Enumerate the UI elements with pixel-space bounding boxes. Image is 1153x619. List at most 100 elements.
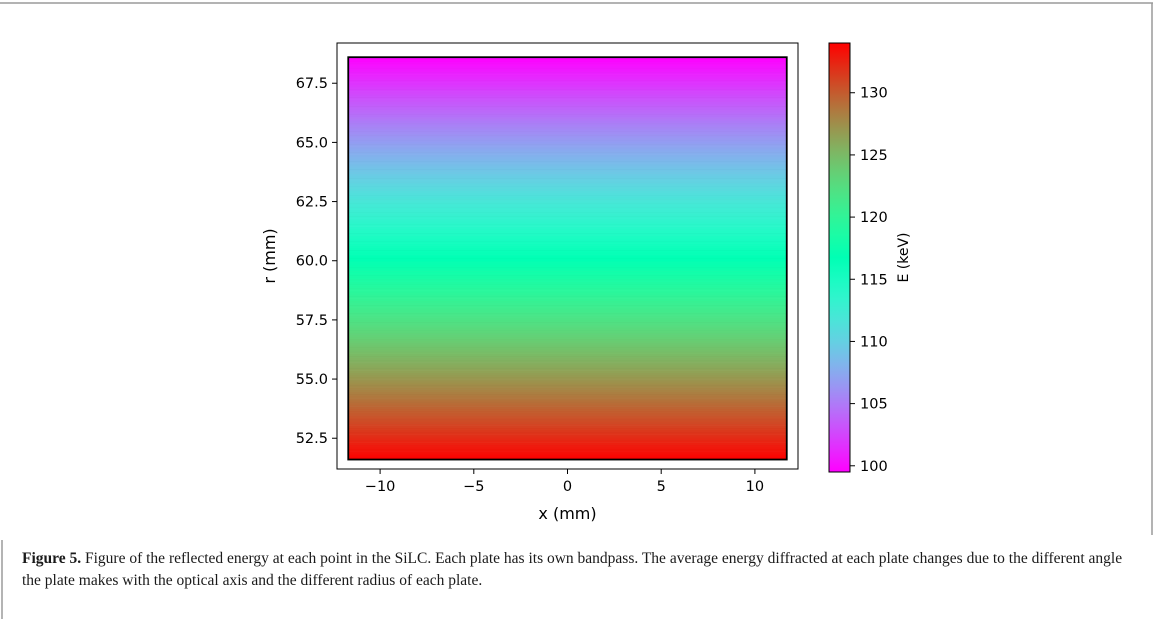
heatmap-strip xyxy=(348,258,787,261)
heatmap-strip xyxy=(348,137,787,141)
heatmap-strip xyxy=(348,300,787,304)
heatmap-strip xyxy=(348,224,787,227)
heatmap-strip xyxy=(348,376,787,380)
heatmap-strip xyxy=(348,232,787,236)
heatmap-strip xyxy=(348,101,787,105)
heatmap-strip xyxy=(348,340,787,344)
heatmap-strip xyxy=(348,188,787,191)
heatmap-strip xyxy=(348,317,787,321)
heatmap-strip xyxy=(348,135,787,138)
heatmap-strip xyxy=(348,177,787,181)
heatmap-strip xyxy=(348,357,787,361)
heatmap-strip xyxy=(348,95,787,98)
heatmap-strip xyxy=(348,120,787,124)
heatmap-strip xyxy=(348,419,787,422)
heatmap-strip xyxy=(348,99,787,102)
heatmap-strip xyxy=(348,374,787,378)
heatmap-strip xyxy=(348,455,787,458)
heatmap-strip xyxy=(348,383,787,386)
heatmap-strip xyxy=(348,427,787,431)
heatmap-strip xyxy=(348,324,787,327)
heatmap-strip xyxy=(348,241,787,244)
heatmap-strip xyxy=(348,186,787,189)
heatmap-strip xyxy=(348,442,787,446)
heatmap-strip xyxy=(348,160,787,164)
y-axis: 52.5 55.0 57.5 60.0 62.5 65.0 67.5 xyxy=(296,76,337,447)
heatmap-strip xyxy=(348,304,787,308)
heatmap-strip xyxy=(348,112,787,115)
heatmap-strip xyxy=(348,86,787,90)
heatmap-strip xyxy=(348,298,787,302)
heatmap-strip xyxy=(348,313,787,316)
heatmap-strip xyxy=(348,294,787,297)
heatmap-strip xyxy=(348,211,787,215)
colorbar-tick-label: 110 xyxy=(860,334,888,350)
heatmap-strip xyxy=(348,309,787,312)
heatmap-strip xyxy=(348,277,787,280)
heatmap-strip xyxy=(348,260,787,263)
heatmap-strip xyxy=(348,173,787,177)
heatmap-strip xyxy=(348,196,787,200)
heatmap-strip xyxy=(348,328,787,331)
heatmap-strip xyxy=(348,175,787,179)
heatmap-strip xyxy=(348,139,787,143)
heatmap-strip xyxy=(348,288,787,291)
heatmap-strip xyxy=(348,167,787,170)
silc-outline xyxy=(347,56,788,461)
heatmap-strip xyxy=(348,425,787,429)
heatmap-strip xyxy=(348,448,787,452)
heatmap-strip xyxy=(348,438,787,441)
heatmap-strip xyxy=(348,63,787,66)
heatmap-strip xyxy=(348,199,787,202)
heatmap-strip xyxy=(348,393,787,397)
heatmap-strip xyxy=(348,302,787,306)
heatmap-strip xyxy=(348,343,787,346)
x-tick-label: 10 xyxy=(746,479,764,495)
heatmap-strip xyxy=(348,57,787,60)
heatmap-strip xyxy=(348,391,787,395)
colorbar-tick-label: 125 xyxy=(860,148,888,164)
heatmap-strip xyxy=(348,245,787,249)
heatmap-strip xyxy=(348,165,787,168)
heatmap-strip xyxy=(348,387,787,390)
heatmap-strip xyxy=(348,400,787,403)
heatmap-strip xyxy=(348,404,787,407)
heatmap-strip xyxy=(348,279,787,282)
heatmap-strip xyxy=(348,127,787,130)
heatmap-strip xyxy=(348,216,787,219)
heatmap-strip xyxy=(348,347,787,350)
y-tick-label: 60.0 xyxy=(296,254,328,270)
heatmap-strip xyxy=(348,368,787,371)
heatmap-strip xyxy=(348,201,787,204)
heatmap-strip xyxy=(348,423,787,426)
heatmap-strip xyxy=(348,67,787,71)
heatmap-strip xyxy=(348,389,787,393)
heatmap-layer xyxy=(347,56,788,461)
y-tick-label: 52.5 xyxy=(296,431,328,447)
heatmap-strip xyxy=(348,296,787,299)
heatmap-strip xyxy=(348,336,787,340)
heatmap-strip xyxy=(348,213,787,217)
heatmap-strip xyxy=(348,421,787,424)
heatmap-strip xyxy=(348,144,787,147)
heatmap-strip xyxy=(348,321,787,325)
heatmap-strip xyxy=(348,235,787,238)
colorbar-tick-label: 100 xyxy=(860,459,888,475)
heatmap-strip xyxy=(348,209,787,213)
y-tick-label: 55.0 xyxy=(296,372,328,388)
heatmap-strip xyxy=(348,69,787,73)
heatmap-strip xyxy=(348,230,787,234)
heatmap-strip xyxy=(348,249,787,253)
heatmap-strip xyxy=(348,315,787,318)
heatmap-strip xyxy=(348,158,787,162)
heatmap-strip xyxy=(348,152,787,155)
heatmap-strip xyxy=(348,254,787,257)
heatmap-strip xyxy=(348,432,787,435)
heatmap-strip xyxy=(348,436,787,439)
heatmap-strip xyxy=(348,146,787,149)
heatmap-strip xyxy=(348,351,787,354)
heatmap-strip xyxy=(348,108,787,111)
colorbar-tick-label: 115 xyxy=(860,272,888,288)
heatmap-strip xyxy=(348,237,787,240)
